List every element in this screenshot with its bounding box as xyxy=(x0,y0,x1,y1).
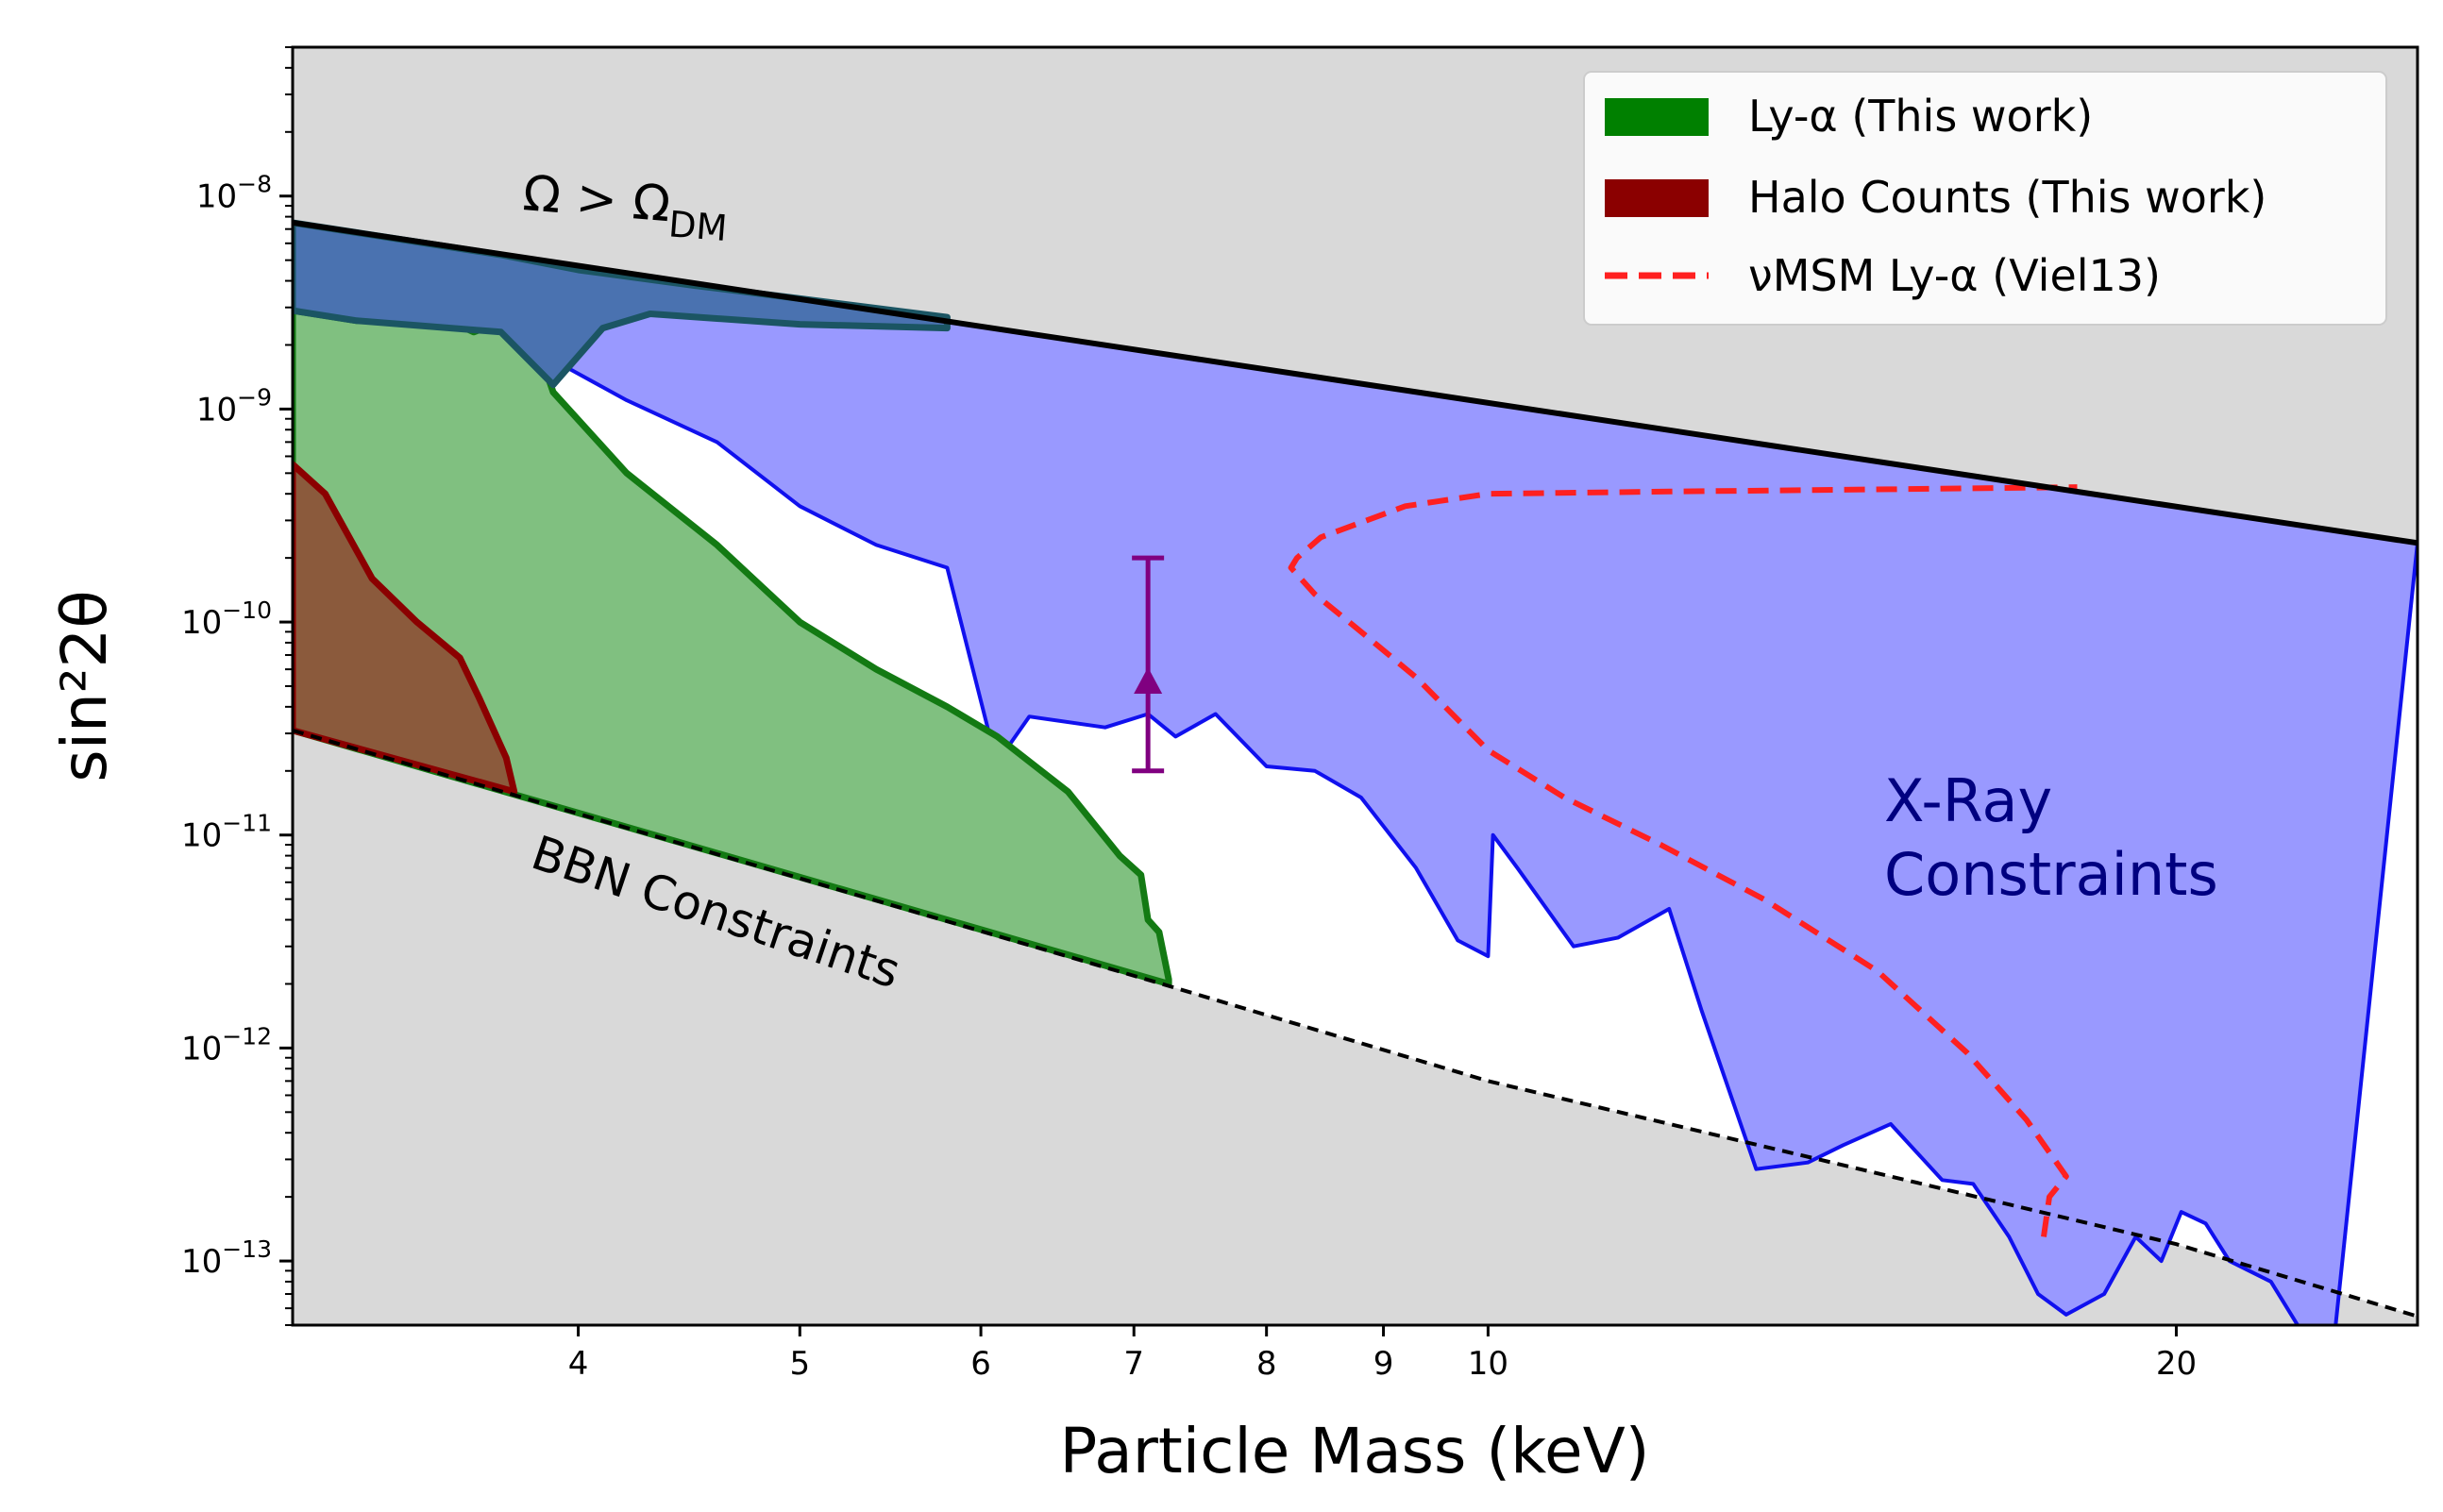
x-tick-label: 6 xyxy=(970,1345,991,1383)
omega-subscript: DM xyxy=(667,203,729,249)
xray-annotation-line1: X-Ray xyxy=(1884,766,2052,835)
legend-box xyxy=(1583,71,2387,326)
legend-swatch-halo xyxy=(1605,179,1709,217)
legend-label-lya: Ly-α (This work) xyxy=(1748,91,2093,142)
y-tick-label: 10−9 xyxy=(196,383,272,428)
x-tick-label: 7 xyxy=(1123,1345,1144,1383)
bbn-excluded-region xyxy=(293,730,2418,1325)
omega-annotation: Ω > ΩDM xyxy=(520,165,731,249)
x-axis-title: Particle Mass (keV) xyxy=(1059,1415,1649,1487)
reference-point-marker xyxy=(1134,667,1163,694)
y-tick-label: 10−12 xyxy=(181,1022,272,1067)
reference-point-errorbar xyxy=(1132,555,1165,774)
legend-swatch-lya xyxy=(1605,98,1709,136)
y-tick-label: 10−8 xyxy=(196,171,272,216)
omega-label: Ω > Ω xyxy=(521,165,672,233)
x-axis-ticks: 4 5 6 7 8 9 10 20 xyxy=(568,1325,2197,1383)
y-tick-label: 10−13 xyxy=(181,1235,272,1281)
x-tick-label: 9 xyxy=(1373,1345,1394,1383)
omega-dm-line xyxy=(293,219,2418,546)
x-tick-label: 20 xyxy=(2156,1345,2197,1383)
legend-label-halo: Halo Counts (This work) xyxy=(1748,172,2266,223)
x-tick-label: 5 xyxy=(789,1345,810,1383)
legend: Ly-α (This work) Halo Counts (This work)… xyxy=(1583,71,2387,326)
svg-text:Ω > ΩDM: Ω > ΩDM xyxy=(520,165,731,249)
nu-msm-lya-curve xyxy=(1288,484,2078,1237)
xray-constraint-region xyxy=(293,220,2418,1325)
y-tick-label: 10−11 xyxy=(181,810,272,855)
x-tick-label: 4 xyxy=(568,1345,589,1383)
y-tick-label: 10−10 xyxy=(181,596,272,642)
y-axis-title: sin²2θ xyxy=(48,590,121,781)
x-tick-label: 8 xyxy=(1256,1345,1277,1383)
y-axis-ticks: 10−13 10−12 10−11 10−10 10−9 10−8 xyxy=(181,46,293,1326)
legend-label-nu-msm: νMSM Ly-α (Viel13) xyxy=(1748,250,2161,301)
x-tick-label: 10 xyxy=(1468,1345,1508,1383)
xray-annotation-line2: Constraints xyxy=(1884,840,2218,909)
lya-xray-overlap-region xyxy=(293,219,951,389)
